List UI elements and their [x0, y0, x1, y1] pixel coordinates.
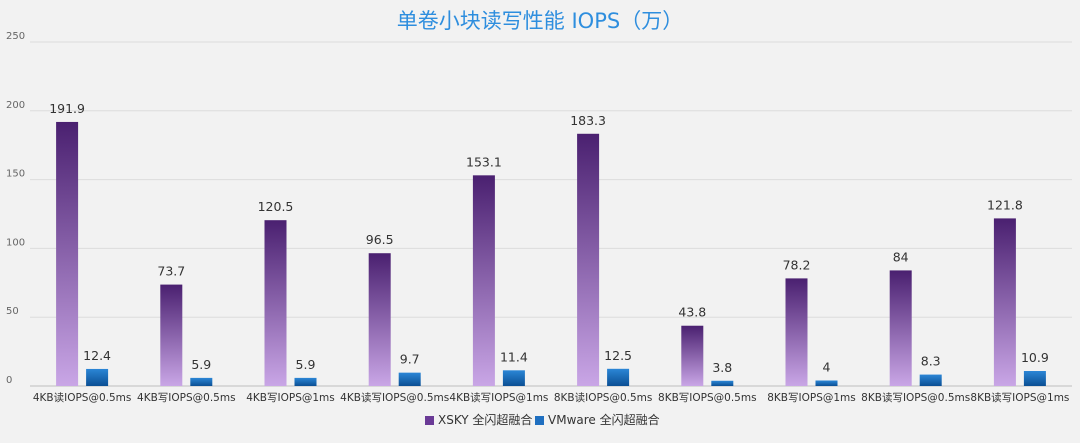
bar-vmware — [86, 368, 109, 386]
bar-xsky — [889, 270, 912, 386]
data-label: 8.3 — [921, 354, 941, 369]
y-tick-label: 200 — [6, 100, 25, 111]
bar-vmware — [711, 380, 734, 386]
bar-vmware — [502, 370, 525, 386]
data-label: 84 — [893, 249, 909, 264]
legend-label: VMware 全闪超融合 — [548, 412, 660, 427]
x-tick-label: 4KB写IOPS@0.5ms — [137, 392, 236, 404]
data-label: 96.5 — [366, 232, 394, 247]
data-label: 43.8 — [678, 305, 706, 320]
bar-vmware — [190, 377, 213, 386]
bar-xsky — [264, 220, 287, 386]
y-tick-label: 100 — [6, 237, 25, 248]
bar-vmware — [815, 380, 838, 386]
bar-xsky — [577, 133, 600, 386]
bar-vmware — [919, 374, 942, 386]
y-tick-label: 50 — [6, 306, 19, 317]
data-label: 4 — [823, 359, 831, 374]
bar-xsky — [368, 253, 391, 386]
data-label: 5.9 — [191, 357, 211, 372]
data-label: 120.5 — [258, 199, 294, 214]
bar-xsky — [160, 284, 183, 386]
x-tick-label: 4KB写IOPS@1ms — [246, 392, 335, 404]
y-tick-label: 150 — [6, 169, 25, 180]
labels-layer: 191.9 12.4 4KB读IOPS@0.5ms 73.7 5.9 4KB写IOPS@0… — [33, 101, 1070, 404]
data-label: 73.7 — [157, 264, 185, 279]
x-tick-label: 4KB读写IOPS@1ms — [449, 391, 548, 404]
y-tick-label: 0 — [6, 375, 12, 386]
bar-vmware — [1023, 371, 1046, 386]
legend: XSKY 全闪超融合 VMware 全闪超融合 — [425, 412, 660, 427]
bar-xsky — [472, 175, 495, 386]
data-label: 10.9 — [1021, 350, 1049, 365]
data-label: 3.8 — [712, 360, 732, 375]
data-label: 12.5 — [604, 348, 632, 363]
data-label: 9.7 — [400, 352, 420, 367]
x-tick-label: 8KB写IOPS@1ms — [767, 392, 856, 404]
data-label: 78.2 — [783, 257, 811, 272]
bars-layer — [56, 121, 1046, 386]
data-label: 12.4 — [83, 348, 111, 363]
legend-label: XSKY 全闪超融合 — [438, 412, 532, 427]
bar-xsky — [993, 218, 1016, 386]
legend-swatch — [425, 416, 434, 425]
data-label: 191.9 — [49, 101, 85, 116]
y-tick-label: 250 — [6, 31, 25, 42]
x-tick-label: 8KB写IOPS@0.5ms — [658, 392, 757, 404]
data-label: 183.3 — [570, 113, 606, 128]
bar-vmware — [607, 368, 630, 386]
data-label: 11.4 — [500, 349, 528, 364]
data-label: 153.1 — [466, 154, 502, 169]
bar-xsky — [681, 325, 704, 386]
data-label: 5.9 — [296, 357, 316, 372]
data-label: 121.8 — [987, 197, 1023, 212]
legend-swatch — [535, 416, 544, 425]
chart-title: 单卷小块读写性能 IOPS（万） — [397, 9, 683, 33]
x-tick-label: 8KB读写IOPS@1ms — [970, 391, 1069, 404]
bar-vmware — [294, 377, 317, 386]
x-tick-label: 8KB读IOPS@0.5ms — [554, 391, 653, 404]
x-tick-label: 4KB读写IOPS@0.5ms — [340, 391, 449, 404]
bar-xsky — [56, 121, 79, 386]
bar-vmware — [398, 372, 421, 386]
x-tick-label: 8KB读写IOPS@0.5ms — [861, 391, 970, 404]
bar-xsky — [785, 278, 808, 386]
x-tick-label: 4KB读IOPS@0.5ms — [33, 391, 132, 404]
